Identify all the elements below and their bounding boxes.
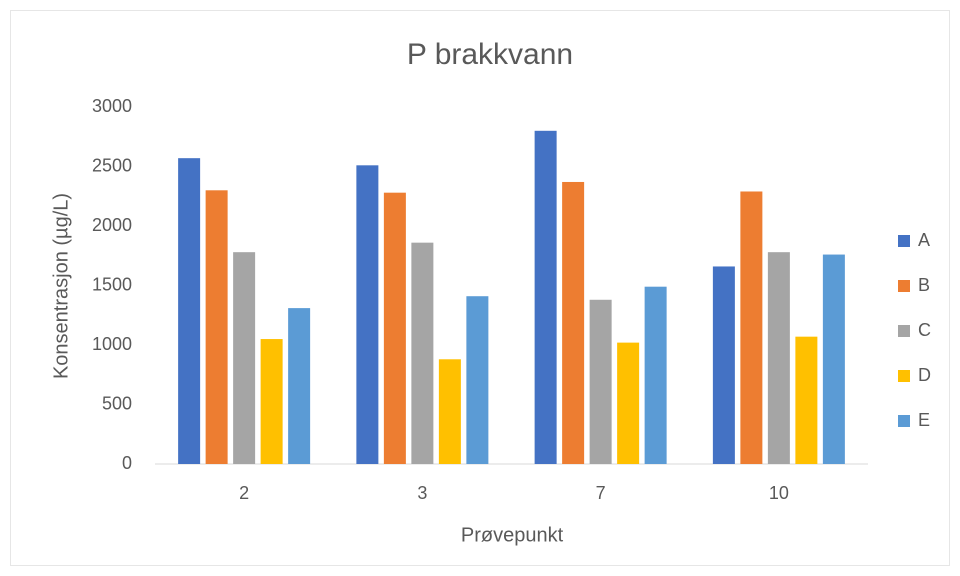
bar [356,165,379,464]
bar [740,191,763,465]
legend-label: B [918,275,930,295]
legend-label: D [918,365,931,385]
bar [466,296,489,464]
legend-swatch [898,235,910,247]
bar [589,299,612,464]
legend-label: A [918,230,930,250]
legend-swatch [898,280,910,292]
bar [644,286,667,464]
y-tick-label: 1500 [92,274,132,294]
bar [411,242,434,464]
bar [712,266,735,464]
bar [260,339,283,464]
legend-swatch [898,370,910,382]
x-tick-label: 3 [417,483,427,503]
x-tick-label: 7 [596,483,606,503]
bar [288,308,311,464]
bar [178,158,201,465]
legend-label: C [918,320,931,340]
bar [438,359,461,464]
legend-swatch [898,415,910,427]
y-tick-label: 500 [102,393,132,413]
bar [562,181,585,464]
bar [383,192,406,464]
y-tick-label: 1000 [92,334,132,354]
bar [767,252,790,464]
bar [795,336,818,464]
y-tick-label: 2500 [92,155,132,175]
bar [822,254,845,464]
x-tick-label: 2 [239,483,249,503]
x-tick-label: 10 [769,483,789,503]
legend-label: E [918,410,930,430]
y-axis-label: Konsentrasjon (µg/L) [50,193,72,379]
bar [205,190,228,465]
chart-title: P brakkvann [407,38,573,71]
chart-border [10,10,950,566]
bar [233,252,256,464]
bar [617,342,640,464]
x-axis-label: Prøvepunkt [461,524,564,546]
bar [534,130,557,465]
y-tick-label: 2000 [92,215,132,235]
legend-swatch [898,325,910,337]
y-tick-label: 3000 [92,96,132,116]
y-tick-label: 0 [122,453,132,473]
